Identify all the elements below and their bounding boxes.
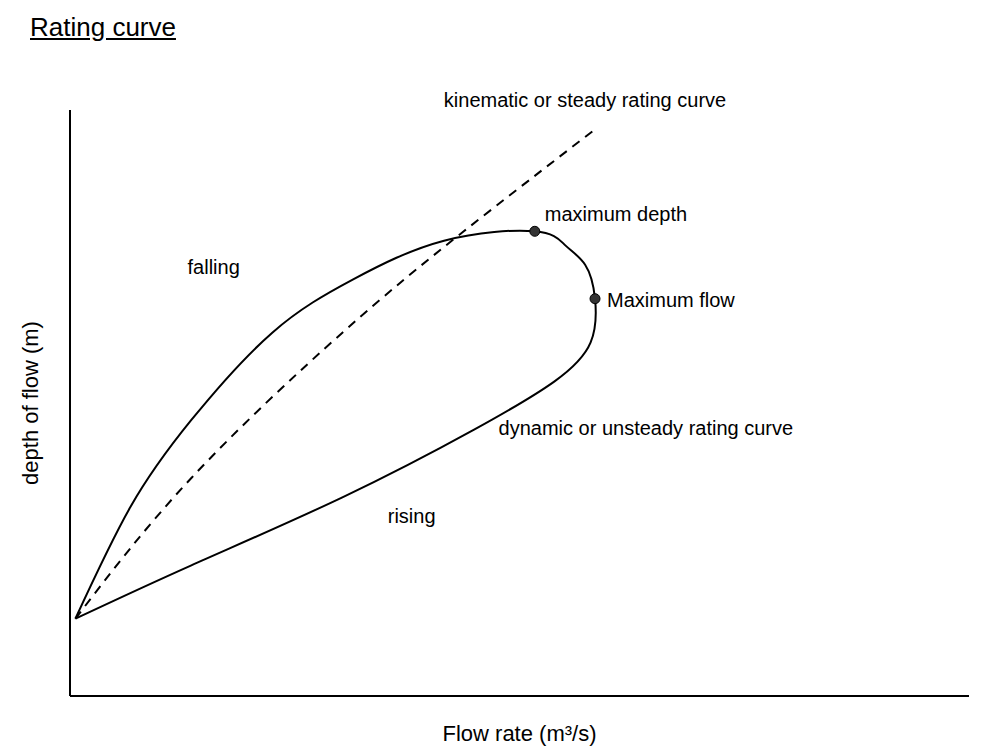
svg-text:kinematic or steady rating cur: kinematic or steady rating curve [444,89,726,111]
svg-text:dynamic or unsteady rating cur: dynamic or unsteady rating curve [499,417,794,439]
html-text:Rating curve: Rating curve [30,12,176,42]
svg-text:Maximum flow: Maximum flow [607,289,735,311]
svg-text:falling: falling [188,256,240,278]
svg-text:depth of flow (m): depth of flow (m) [18,321,43,485]
svg-text:maximum depth: maximum depth [545,203,687,225]
svg-text:Flow rate (m³/s): Flow rate (m³/s) [443,721,597,746]
svg-text:rising: rising [388,505,436,527]
